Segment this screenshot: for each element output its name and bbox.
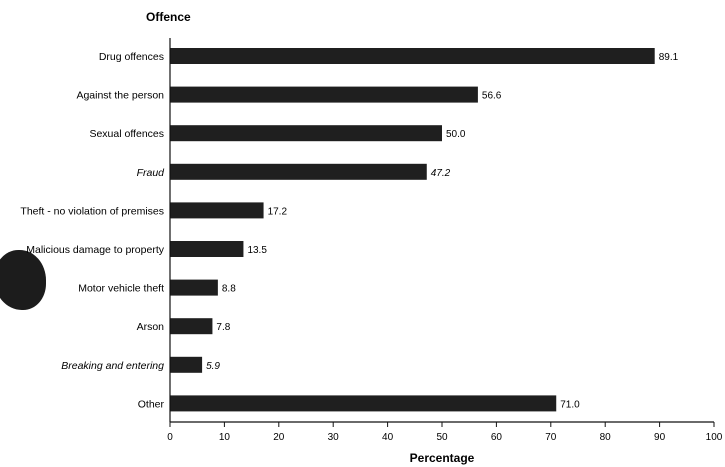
y-axis-title: Offence xyxy=(146,10,191,24)
category-label-against-the-person: Against the person xyxy=(76,90,164,102)
bar-arson xyxy=(170,318,213,335)
x-tick-label-50: 50 xyxy=(436,432,448,443)
category-label-drug-offences: Drug offences xyxy=(99,51,164,63)
category-label-other: Other xyxy=(138,398,165,410)
value-label-malicious-damage-to-property: 13.5 xyxy=(247,245,267,256)
x-axis-label: Percentage xyxy=(410,451,475,465)
category-label-arson: Arson xyxy=(137,321,165,333)
bar-drug-offences xyxy=(170,48,655,64)
x-tick-label-10: 10 xyxy=(219,432,231,443)
bar-fraud xyxy=(170,163,427,180)
scan-ink-blot xyxy=(0,250,46,310)
bars-group xyxy=(170,48,655,412)
bar-other xyxy=(170,395,557,412)
category-label-breaking-and-entering: Breaking and entering xyxy=(61,360,164,372)
x-tick-label-30: 30 xyxy=(328,432,340,443)
x-tick-label-100: 100 xyxy=(706,432,723,443)
category-label-motor-vehicle-theft: Motor vehicle theft xyxy=(78,283,164,295)
category-label-fraud: Fraud xyxy=(137,167,166,179)
x-tick-label-20: 20 xyxy=(273,432,285,443)
x-tick-label-60: 60 xyxy=(491,432,503,443)
category-label-theft-no-violation-of-premises: Theft - no violation of premises xyxy=(20,205,164,217)
bar-breaking-and-entering xyxy=(170,356,203,373)
category-label-sexual-offences: Sexual offences xyxy=(89,128,164,140)
value-label-arson: 7.8 xyxy=(216,322,230,333)
value-label-sexual-offences: 50.0 xyxy=(446,129,466,140)
x-tick-label-90: 90 xyxy=(654,432,666,443)
bar-motor-vehicle-theft xyxy=(170,279,218,296)
bar-malicious-damage-to-property xyxy=(170,241,244,257)
x-tick-label-80: 80 xyxy=(600,432,612,443)
bar-theft-no-violation-of-premises xyxy=(170,202,264,219)
value-label-against-the-person: 56.6 xyxy=(482,91,502,102)
value-labels-group: 89.1 56.6 50.0 47.2 17.2 13.5 8.8 7.8 5.9 71.0 xyxy=(206,52,679,410)
value-label-theft-no-violation-of-premises: 17.2 xyxy=(268,206,288,217)
bar-against-the-person xyxy=(170,86,478,103)
value-label-motor-vehicle-theft: 8.8 xyxy=(222,284,236,295)
x-tick-label-0: 0 xyxy=(167,432,173,443)
category-labels-group: Drug offences Against the person Sexual of… xyxy=(20,51,165,410)
value-label-other: 71.0 xyxy=(560,399,580,410)
x-tick-label-40: 40 xyxy=(382,432,394,443)
x-tick-label-70: 70 xyxy=(545,432,557,443)
value-label-breaking-and-entering: 5.9 xyxy=(206,361,220,372)
bar-sexual-offences xyxy=(170,125,442,142)
value-label-fraud: 47.2 xyxy=(431,168,451,179)
x-ticks-group: 0 10 20 30 40 50 60 70 80 90 100 xyxy=(167,422,723,443)
value-label-drug-offences: 89.1 xyxy=(659,52,679,63)
category-label-malicious-damage-to-property: Malicious damage to property xyxy=(26,244,164,256)
